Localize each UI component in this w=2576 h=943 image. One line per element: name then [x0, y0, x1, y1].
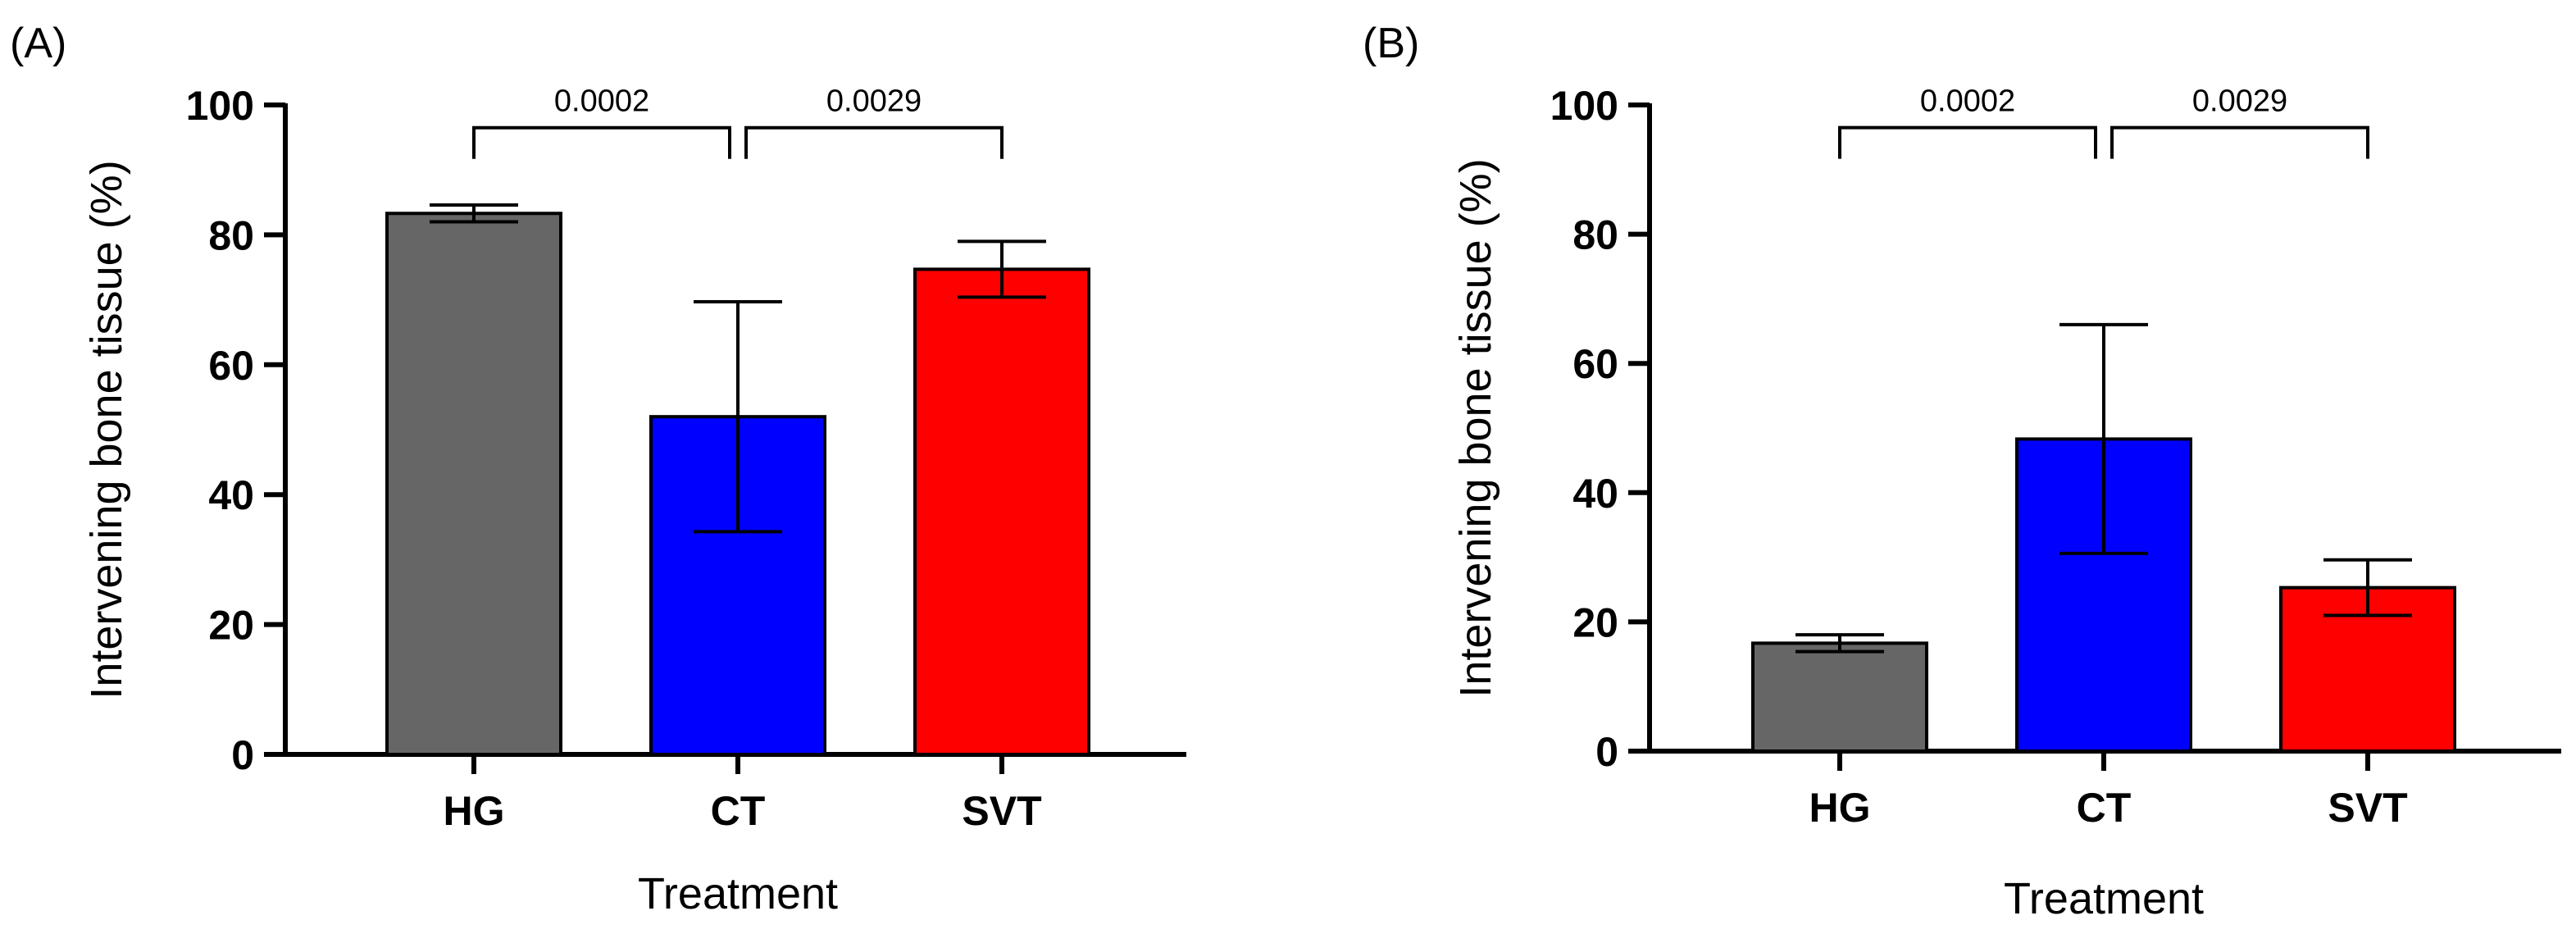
significance-bracket — [2110, 125, 2369, 159]
bar-hg — [1751, 641, 1928, 753]
x-tick-label-svt: SVT — [962, 788, 1041, 834]
y-tick-label: 80 — [208, 212, 254, 258]
p-value-label: 0.0029 — [2192, 84, 2287, 119]
y-tick-label: 0 — [1595, 729, 1618, 775]
y-tick-label: 100 — [186, 83, 254, 129]
significance-bracket — [744, 125, 1004, 159]
p-value-label: 0.0029 — [826, 84, 922, 119]
y-tick-label: 20 — [1572, 599, 1618, 645]
y-tick-label: 40 — [1572, 471, 1618, 517]
x-axis-title: Treatment — [638, 869, 838, 918]
significance-bracket — [472, 125, 731, 159]
y-tick-label: 100 — [1550, 83, 1618, 129]
y-tick-label: 0 — [231, 732, 254, 778]
y-tick-label: 60 — [208, 343, 254, 389]
panel-label: (A) — [10, 20, 66, 67]
x-tick-label-svt: SVT — [2328, 785, 2407, 831]
x-tick-label-hg: HG — [444, 788, 505, 834]
significance-bracket — [1838, 125, 2097, 159]
x-tick-label-ct: CT — [2077, 785, 2132, 831]
y-axis-title: Intervening bone tissue (%) — [82, 160, 131, 699]
y-axis-title: Intervening bone tissue (%) — [1451, 158, 1500, 697]
x-tick-label-hg: HG — [1809, 785, 1871, 831]
chart-panel-b: (B) 0 20 40 60 80 100 Intervening bone tissue (… — [1363, 20, 2561, 923]
y-tick-label: 20 — [208, 603, 254, 649]
x-axis-title: Treatment — [2004, 874, 2204, 923]
p-value-label: 0.0002 — [1920, 84, 2015, 119]
panel-label: (B) — [1363, 20, 1419, 67]
y-tick-label: 40 — [208, 472, 254, 518]
y-tick-label: 80 — [1572, 212, 1618, 258]
bar-svt — [913, 267, 1090, 757]
bar-hg — [385, 212, 562, 757]
chart-panel-a: (A) 0 20 40 60 80 100 Intervening bone tissue (… — [10, 20, 1186, 918]
p-value-label: 0.0002 — [554, 84, 649, 119]
y-tick-label: 60 — [1572, 341, 1618, 387]
x-tick-label-ct: CT — [711, 788, 766, 834]
